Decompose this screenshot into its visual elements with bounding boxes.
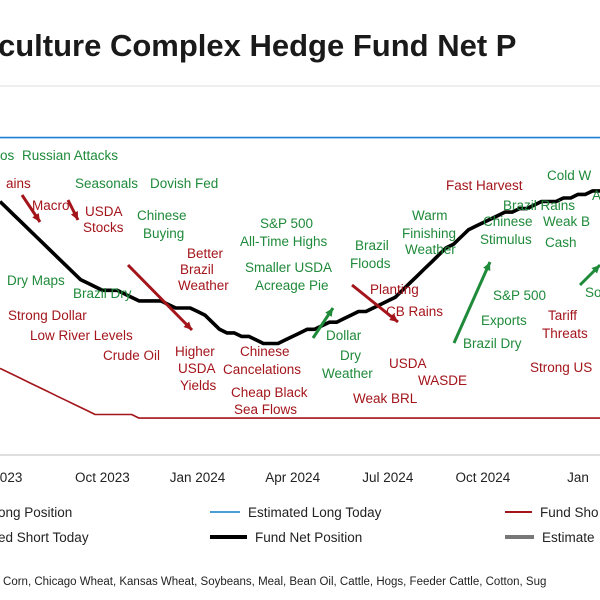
- annotation-red: Weak BRL: [353, 391, 418, 406]
- annotation-red: Planting: [370, 282, 419, 297]
- annotation-green: Buying: [143, 226, 184, 241]
- annotation-green: S&P 500: [260, 216, 313, 231]
- annotation-red: WASDE: [418, 373, 467, 388]
- annotation-red: Strong Dollar: [8, 308, 87, 323]
- annotation-green: Brazil Dry: [463, 336, 522, 351]
- x-tick-label: Jul 2024: [362, 470, 414, 485]
- annotation-green: A: [592, 188, 600, 203]
- annotation-red: Yields: [180, 378, 217, 393]
- annotation-green: Brazil Rains: [503, 198, 575, 213]
- annotation-green: os: [0, 148, 15, 163]
- annotation-red: Tariff: [548, 308, 577, 323]
- annotation-green: Exports: [481, 313, 527, 328]
- annotation-red: USDA: [85, 204, 123, 219]
- series-layer: [0, 136, 600, 419]
- annotation-green: Cold W: [547, 168, 592, 183]
- annotation-green: Russian Attacks: [22, 148, 118, 163]
- annotation-red: Better: [187, 246, 224, 261]
- annotation-arrowhead: [325, 308, 333, 317]
- legend-label: Fund Sho: [540, 505, 599, 520]
- annotation-red: Low River Levels: [30, 328, 133, 343]
- annotation-green: Cash: [545, 235, 577, 250]
- x-tick-label: Oct 2023: [75, 470, 130, 485]
- annotation-green: Stimulus: [480, 232, 532, 247]
- annotation-green: Dollar: [326, 328, 362, 343]
- annotation-green: Seasonals: [75, 176, 138, 191]
- annotation-green: Dovish Fed: [150, 176, 218, 191]
- annotation-red: Brazil: [180, 262, 214, 277]
- series-line-0: [0, 189, 600, 346]
- annotation-arrowhead: [70, 211, 78, 220]
- annotation-green: Brazil Dry: [73, 286, 132, 301]
- legend-label: Fund Net Position: [255, 530, 362, 545]
- annotation-green: All-Time Highs: [240, 234, 328, 249]
- annotation-red: Threats: [542, 326, 588, 341]
- annotation-green: Chinese: [483, 214, 533, 229]
- legend-label: ed Short Today: [0, 530, 89, 545]
- annotation-arrow: [126, 263, 194, 332]
- legend-label: ong Position: [0, 505, 72, 520]
- annotation-green: Warm: [412, 208, 448, 223]
- x-tick-label: Apr 2024: [265, 470, 320, 485]
- annotation-red: Stocks: [83, 220, 124, 235]
- annotation-arrowhead: [389, 313, 398, 322]
- annotation-layer: Russian Attacks Seasonals Dovish Fed Chines…: [0, 148, 600, 417]
- x-tick-label: Oct 2024: [456, 470, 511, 485]
- annotation-red: Cancelations: [223, 362, 301, 377]
- x-tick-label: Jan 2024: [170, 470, 226, 485]
- series-line-2: [0, 367, 600, 419]
- legend-label: Estimate: [542, 530, 595, 545]
- annotation-red: ains: [6, 176, 31, 191]
- annotation-green: Dry Maps: [7, 273, 65, 288]
- chart-title: culture Complex Hedge Fund Net P: [0, 28, 516, 63]
- annotation-arrowhead: [591, 265, 600, 274]
- annotation-green: Weather: [405, 242, 456, 257]
- annotation-arrow: [351, 283, 399, 324]
- annotation-green: Finishing: [402, 226, 456, 241]
- annotation-red: Higher: [175, 344, 215, 359]
- annotation-red: USDA: [178, 361, 216, 376]
- annotation-green: Dry: [340, 348, 361, 363]
- x-tick-label: 2023: [0, 470, 22, 485]
- annotation-green: Weather: [322, 366, 373, 381]
- annotation-arrow: [452, 261, 492, 344]
- annotation-arrowhead: [32, 213, 40, 222]
- annotation-green: Brazil: [355, 238, 389, 253]
- x-tick-label: Jan: [567, 470, 589, 485]
- x-tick-layer: 2023 Oct 2023 Jan 2024 Apr 2024 Jul 2024 Oct …: [0, 470, 589, 485]
- annotation-red: USDA: [389, 356, 427, 371]
- annotation-red: Weather: [178, 278, 229, 293]
- annotation-green: Weak B: [543, 214, 590, 229]
- annotation-red: Cheap Black: [231, 385, 308, 400]
- annotation-red: CB Rains: [386, 304, 443, 319]
- annotation-green: S&P 500: [493, 288, 546, 303]
- annotation-green: Chinese: [137, 208, 187, 223]
- legend: ong Position Estimated Long Today Fund Sho…: [0, 505, 599, 545]
- annotation-arrowhead: [483, 262, 491, 271]
- annotation-red: Macro: [32, 198, 70, 213]
- annotation-red: Fast Harvest: [446, 178, 523, 193]
- annotation-red: Chinese: [240, 344, 290, 359]
- annotation-red: Strong US: [530, 360, 592, 375]
- annotation-green: Acreage Pie: [255, 278, 329, 293]
- annotation-green: Floods: [350, 256, 391, 271]
- annotation-green: Smaller USDA: [245, 260, 332, 275]
- annotation-green: So: [585, 285, 600, 300]
- footer-note: r Corn, Chicago Wheat, Kansas Wheat, Soy…: [0, 576, 546, 588]
- annotation-red: Sea Flows: [234, 402, 297, 417]
- annotation-arrowhead: [183, 321, 192, 330]
- annotation-red: Crude Oil: [103, 348, 160, 363]
- legend-label: Estimated Long Today: [248, 505, 382, 520]
